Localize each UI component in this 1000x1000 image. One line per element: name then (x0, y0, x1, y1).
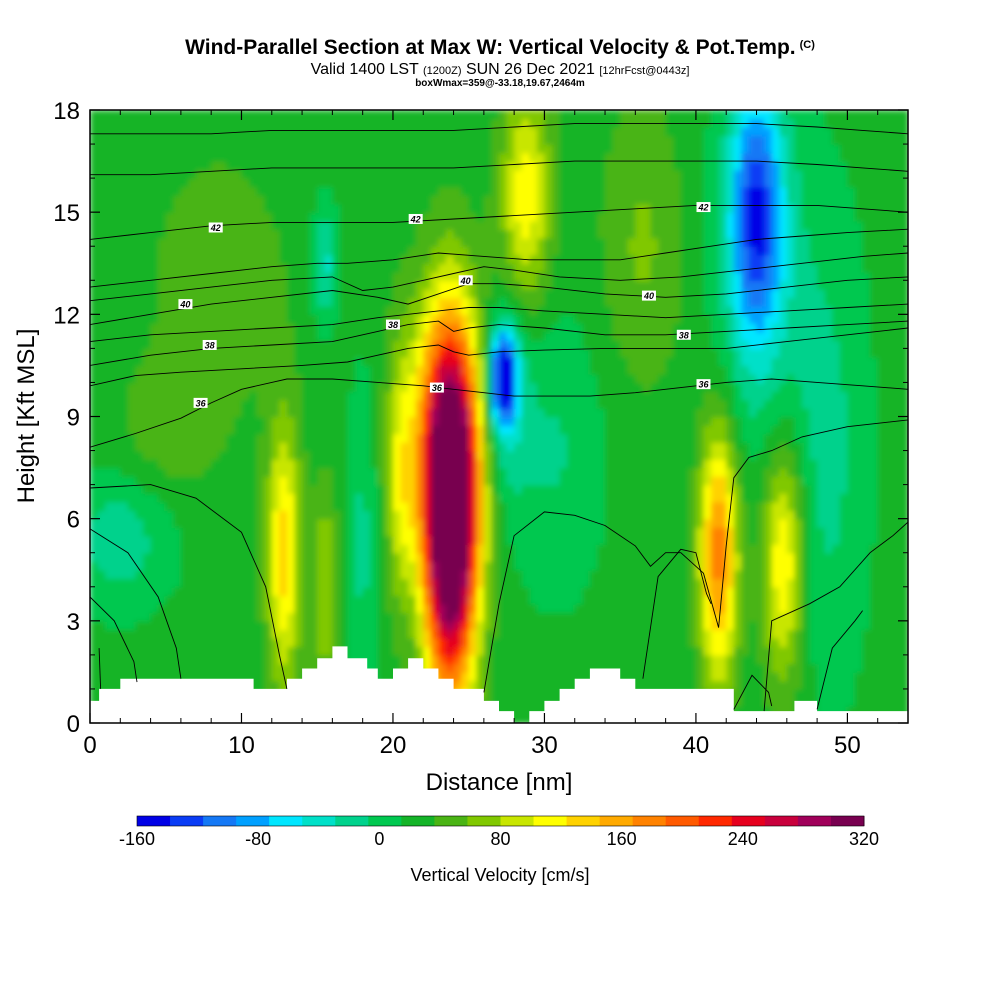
colorbar-tick-label: -160 (119, 829, 155, 849)
colorbar-swatch (830, 816, 865, 826)
copyright-mark: (C) (799, 39, 815, 51)
isentrope-label: 42 (208, 222, 223, 233)
colorbar-swatch (203, 816, 237, 826)
chart-subtitle: Valid 1400 LST (1200Z) SUN 26 Dec 2021 [… (0, 61, 1000, 79)
isentrope-line (90, 123, 908, 135)
colorbar-swatch (698, 816, 733, 826)
colorbar-tick-label: 160 (607, 829, 637, 849)
isentrope-line (90, 528, 182, 679)
x-tick-label: 0 (83, 732, 96, 759)
colorbar-swatch (335, 816, 369, 826)
isentrope-label: 36 (429, 382, 444, 393)
colorbar-swatch (797, 816, 832, 826)
colorbar-swatch (764, 816, 799, 826)
isentrope-line (90, 596, 138, 683)
isentrope-line (642, 548, 712, 679)
utc-time: (1200Z) (422, 65, 462, 77)
y-axis-label: Height [Kft MSL] (13, 329, 40, 504)
x-tick-label: 50 (834, 732, 861, 759)
y-tick-label: 12 (53, 302, 80, 329)
colorbar-swatch (599, 816, 634, 826)
colorbar-tick-label: -80 (245, 829, 271, 849)
terrain-mask (90, 646, 908, 723)
isentrope-label: 38 (676, 329, 691, 340)
colorbar-tick-label: 320 (849, 829, 879, 849)
isentrope-label: 40 (458, 275, 473, 286)
isentrope-label: 36 (696, 379, 711, 390)
terrain (90, 646, 908, 723)
colorbar-swatch (731, 816, 766, 826)
colorbar-swatch (566, 816, 601, 826)
colorbar-frame (136, 815, 865, 827)
colorbar-swatch (170, 816, 204, 826)
isentrope-line (733, 674, 773, 710)
y-tick-label: 6 (67, 507, 80, 534)
isentrope-label: 38 (202, 339, 217, 350)
colorbar-swatch (467, 816, 501, 826)
isentrope-line (816, 610, 863, 710)
colorbar-swatch (665, 816, 700, 826)
x-tick-label: 10 (228, 732, 255, 759)
isentrope-line (90, 204, 908, 240)
valid-date: SUN 26 Dec 2021 (465, 61, 595, 78)
colorbar: -160 -80 0 80 160 240 320 (119, 815, 879, 849)
x-tick-label: 30 (531, 732, 558, 759)
chart-title: Wind-Parallel Section at Max W: Vertical… (0, 36, 1000, 60)
y-tick-label: 15 (53, 200, 80, 227)
colorbar-tick-label: 240 (728, 829, 758, 849)
isentrope-label: 38 (385, 319, 400, 330)
isentrope-labels: 42 42 42 40 40 40 38 38 38 36 36 36 (178, 202, 711, 408)
chart-title-text: Wind-Parallel Section at Max W: Vertical… (185, 36, 796, 59)
x-tick-label: 40 (683, 732, 710, 759)
isentrope-line (763, 521, 908, 712)
colorbar-swatch (632, 816, 667, 826)
colorbar-swatch (302, 816, 336, 826)
isentrope-line (90, 160, 908, 176)
colorbar-label: Vertical Velocity [cm/s] (410, 865, 589, 885)
isentrope-label: 40 (641, 290, 656, 301)
box-info: boxWmax=359@-33.18,19.67,2464m (415, 78, 585, 89)
isentrope-line (483, 419, 908, 693)
colorbar-swatch (269, 816, 303, 826)
isentrope-line (90, 484, 288, 689)
colorbar-tick-label: 80 (490, 829, 510, 849)
isentrope-line (90, 320, 908, 366)
y-tick-label: 0 (67, 711, 80, 738)
isentrope-label: 42 (408, 213, 423, 224)
valid-time: Valid 1400 LST (310, 61, 419, 78)
colorbar-tick-label: 0 (374, 829, 384, 849)
isentrope-label: 40 (178, 299, 193, 310)
isentrope-line (98, 648, 102, 689)
x-tick-label: 20 (380, 732, 407, 759)
forecast-info: [12hrFcst@0443z] (599, 65, 690, 77)
colorbar-swatch (533, 816, 568, 826)
isentrope-label: 42 (696, 202, 711, 213)
x-axis-label: Distance [nm] (426, 769, 573, 796)
colorbar-swatch (500, 816, 535, 826)
isentrope-line (90, 378, 908, 448)
y-tick-label: 3 (67, 609, 80, 636)
isentrope-label: 36 (193, 397, 208, 408)
y-tick-label: 18 (53, 98, 80, 125)
colorbar-swatch (401, 816, 435, 826)
colorbar-swatch (434, 816, 468, 826)
colorbar-swatch (137, 816, 171, 826)
colorbar-swatch (236, 816, 270, 826)
y-tick-label: 9 (67, 405, 80, 432)
velocity-field (90, 110, 908, 723)
isentrope-line (90, 228, 908, 288)
colorbar-swatch (368, 816, 402, 826)
isentrope-line (90, 327, 908, 387)
isentrope-line (90, 303, 908, 343)
isentrope-line (90, 252, 908, 302)
